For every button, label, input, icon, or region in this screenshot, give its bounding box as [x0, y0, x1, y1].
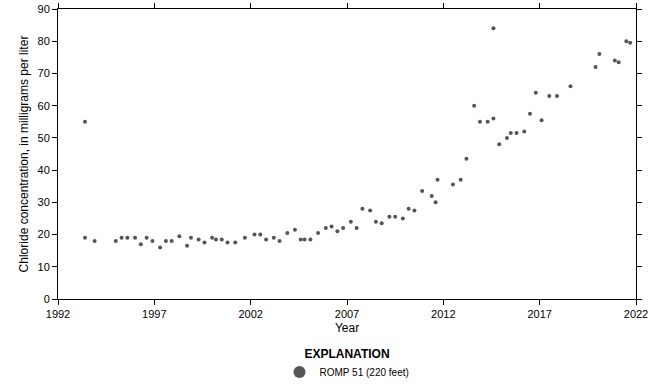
- svg-text:ROMP 51 (220 feet): ROMP 51 (220 feet): [320, 367, 409, 378]
- svg-text:Chloride concentration, in mil: Chloride concentration, in milligrams pe…: [17, 36, 31, 273]
- svg-text:2002: 2002: [238, 308, 262, 320]
- svg-text:60: 60: [38, 100, 50, 112]
- svg-text:90: 90: [38, 3, 50, 15]
- svg-text:2017: 2017: [527, 308, 551, 320]
- svg-text:10: 10: [38, 261, 50, 273]
- svg-text:2007: 2007: [335, 308, 359, 320]
- svg-text:1992: 1992: [46, 308, 70, 320]
- svg-text:40: 40: [38, 164, 50, 176]
- svg-text:2022: 2022: [624, 308, 648, 320]
- svg-text:80: 80: [38, 35, 50, 47]
- svg-text:70: 70: [38, 67, 50, 79]
- svg-text:2012: 2012: [431, 308, 455, 320]
- svg-text:0: 0: [44, 293, 50, 305]
- svg-text:20: 20: [38, 228, 50, 240]
- svg-text:1997: 1997: [142, 308, 166, 320]
- svg-text:50: 50: [38, 132, 50, 144]
- svg-text:Year: Year: [335, 321, 359, 335]
- svg-text:30: 30: [38, 196, 50, 208]
- svg-text:EXPLANATION: EXPLANATION: [304, 347, 389, 361]
